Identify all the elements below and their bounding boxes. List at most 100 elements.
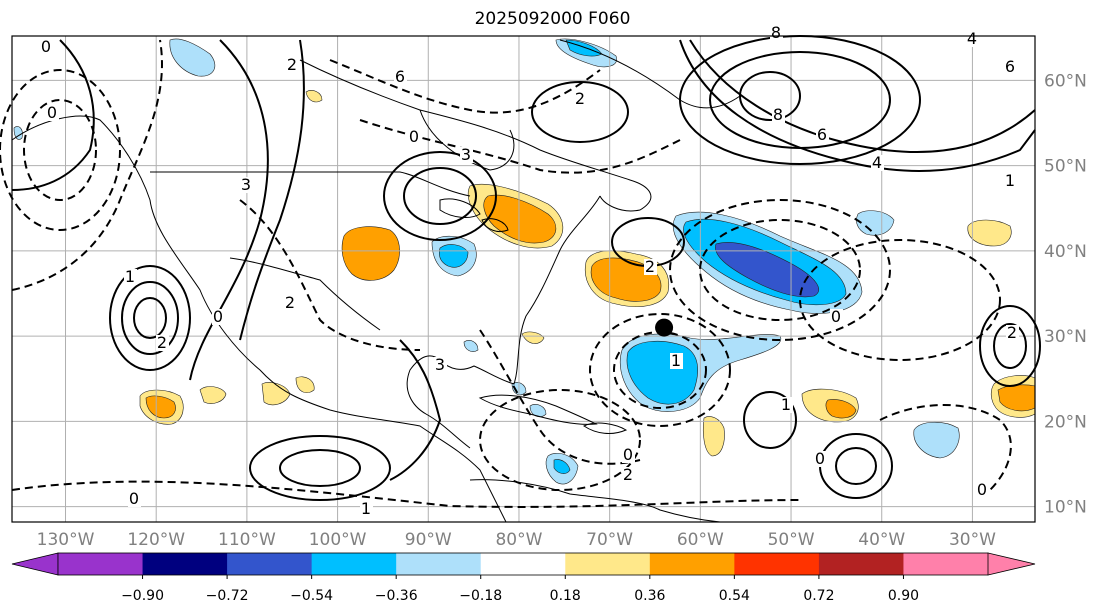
contour-label-background: [622, 467, 635, 483]
north-america-east-coast: [406, 195, 601, 449]
colorbar-tick-label: −0.54: [290, 588, 333, 604]
contour-label-background: [240, 177, 253, 193]
contour-label-background: [408, 129, 421, 145]
anomaly-negative-region: [856, 210, 895, 236]
contour-label: 2: [285, 293, 295, 312]
longitude-label: 80°W: [495, 530, 542, 550]
contour-low-west: [133, 297, 167, 339]
anomaly-positive-region: [341, 226, 400, 281]
contour-low-west: [121, 281, 179, 355]
colorbar-segment: [58, 553, 144, 575]
contour-south: [249, 435, 391, 501]
colorbar-segment: [227, 553, 313, 575]
anomaly-positive-region: [825, 399, 857, 419]
anomaly-negative-region: [715, 242, 820, 298]
longitude-label: 60°W: [677, 530, 724, 550]
contour-label-background: [966, 31, 979, 47]
longitude-labels: 130°W 120°W 110°W 100°W 90°W 80°W 70°W 60°W 50°W…: [37, 530, 996, 550]
contour-label: 0: [213, 307, 223, 326]
contour-low-west: [109, 265, 191, 371]
contour-ridge: [11, 39, 95, 191]
great-lakes: [439, 198, 509, 233]
latitude-label: 60°N: [1044, 71, 1087, 91]
contour-label-background: [644, 259, 657, 275]
hudson-bay-coast: [419, 109, 515, 171]
anomaly-negative-region: [438, 244, 469, 268]
contour-label-background: [976, 482, 989, 498]
anomaly-negative-region: [169, 38, 216, 77]
contour-label-background: [156, 335, 169, 351]
contour-label: 2: [287, 55, 297, 74]
colorbar-segment: [565, 553, 651, 575]
canada-coast: [299, 59, 652, 212]
contour-label: 0: [815, 449, 825, 468]
contour-label: 0: [47, 103, 57, 122]
colorbar-segment: [818, 553, 904, 575]
contour-label: 4: [872, 153, 882, 172]
contour-label: 2: [575, 89, 585, 108]
contour-east: [993, 323, 1027, 369]
contour-south: [743, 391, 797, 449]
colorbar-tick-label: −0.18: [459, 588, 502, 604]
contour-label-background: [434, 357, 447, 373]
map-title: 2025092000 F060: [474, 9, 631, 29]
contour-high-east: [739, 71, 801, 121]
colorbar-segment: [142, 553, 228, 575]
longitude-label: 130°W: [37, 530, 95, 550]
colorbar-tick-label: 0.90: [888, 588, 919, 604]
north-america-west-coast: [11, 115, 507, 523]
contour-label: 6: [817, 125, 827, 144]
contour-dashed: [0, 69, 121, 231]
contour-label: 0: [409, 127, 419, 146]
anomaly-negative-region: [13, 126, 23, 140]
colorbar-tick-label: 0.72: [803, 588, 834, 604]
contour-central: [383, 151, 497, 241]
contour-label: 8: [771, 23, 781, 42]
cuba-coast: [478, 394, 598, 425]
anomaly-positive-region: [295, 376, 315, 393]
contour-label-background: [394, 69, 407, 85]
anomaly-positive-region: [305, 90, 323, 103]
contour-label: 1: [1005, 171, 1015, 190]
contour-ridge: [389, 339, 442, 481]
contour-label-background: [1004, 173, 1017, 189]
contour-dashed: [11, 39, 163, 291]
map-frame: [11, 35, 1036, 523]
contour-dashed: [23, 99, 97, 201]
contour-lines-dashed: [0, 39, 1012, 508]
contour-central: [531, 81, 629, 143]
contour-label: 0: [623, 445, 633, 464]
contour-label-background: [780, 397, 793, 413]
map-background: [12, 36, 1035, 522]
colorbar: −0.90 −0.72 −0.54 −0.36 −0.18 0.18 0.36 0.54 0.7…: [11, 552, 1036, 604]
contour-label: 1: [361, 499, 371, 518]
latitude-label: 10°N: [1044, 498, 1087, 518]
contour-label-background: [360, 501, 373, 517]
contour-label-background: [46, 105, 59, 121]
anomaly-positive-region: [483, 194, 557, 244]
colorbar-tick-label: −0.72: [206, 588, 249, 604]
contour-label: 2: [645, 257, 655, 276]
contour-label-background: [574, 91, 587, 107]
colorbar-segment: [480, 553, 566, 575]
contour-label: 0: [831, 307, 841, 326]
contour-label: 8: [773, 105, 783, 124]
contour-label-background: [830, 309, 843, 325]
contour-dashed: [239, 199, 421, 351]
longitude-label: 90°W: [405, 530, 452, 550]
contour-south: [835, 447, 877, 485]
coastlines: [11, 39, 741, 523]
greenland-coast: [559, 39, 741, 109]
contour-dashed: [799, 239, 1001, 361]
anomaly-positive-region: [145, 395, 176, 419]
contour-label-background: [1006, 325, 1019, 341]
contour-label: 1: [125, 267, 135, 286]
hispaniola-coast: [583, 422, 628, 434]
contour-dashed: [479, 389, 641, 491]
contour-south: [279, 449, 361, 487]
anomaly-positive-region: [199, 386, 227, 404]
latitude-labels: 60°N 50°N 40°N 30°N 20°N 10°N: [1044, 71, 1087, 517]
longitude-label: 30°W: [949, 530, 996, 550]
colorbar-tick-label: −0.90: [121, 588, 164, 604]
